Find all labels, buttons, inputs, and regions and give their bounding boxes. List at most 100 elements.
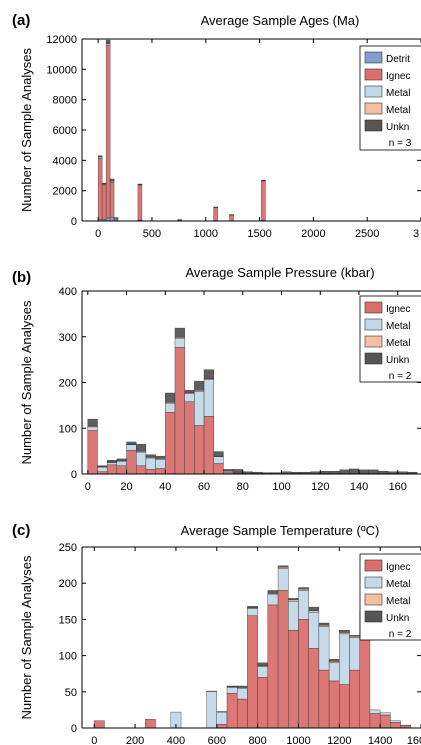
bar (261, 472, 273, 474)
bar (400, 724, 411, 727)
y-axis-label: Number of Sample Analyses (19, 47, 34, 212)
bar (242, 471, 253, 474)
bar (349, 635, 360, 638)
legend-swatch (364, 559, 383, 572)
legend-swatch (364, 85, 383, 98)
chart-title: Average Sample Ages (Ma) (201, 13, 360, 28)
bar (109, 217, 115, 222)
bar (116, 458, 127, 461)
x-tick-label: 200 (126, 735, 144, 745)
bar (116, 465, 127, 475)
bar (308, 611, 320, 649)
y-tick-label: 100 (59, 651, 77, 663)
bar (237, 685, 248, 688)
legend-swatch (364, 119, 383, 132)
bar (288, 630, 299, 729)
y-axis-label: Number of Sample Analyses (19, 300, 34, 465)
bar (145, 454, 156, 458)
bar (106, 462, 118, 466)
bar (339, 632, 350, 635)
bar (194, 390, 205, 426)
bar (257, 677, 269, 729)
y-tick-label: 2000 (53, 186, 77, 198)
panel-label: (c) (12, 522, 30, 539)
legend-note: n = 2 (389, 371, 412, 382)
legend-note: n = 2 (389, 629, 412, 640)
bar (223, 471, 234, 473)
bar (226, 685, 238, 687)
bar (126, 444, 137, 451)
bar (109, 182, 115, 218)
y-tick-label: 0 (71, 469, 77, 481)
legend-label: Unkn (386, 122, 409, 133)
bar (288, 599, 299, 602)
bar (174, 347, 185, 475)
x-tick-label: 1000 (286, 735, 310, 745)
bar (116, 460, 127, 466)
bar (277, 567, 289, 569)
legend-swatch (364, 68, 383, 81)
bar (368, 469, 379, 474)
legend-label: Metal (386, 321, 410, 332)
y-axis-label: Number of Sample Analyses (19, 555, 34, 720)
bar (165, 402, 176, 413)
panel-label: (a) (12, 12, 30, 29)
bar (101, 182, 107, 185)
bar (101, 184, 107, 220)
y-tick-label: 4000 (53, 155, 77, 167)
legend-note: n = 3 (389, 138, 412, 149)
bar (257, 662, 269, 666)
x-tick-label: 800 (248, 735, 266, 745)
bar (216, 724, 228, 729)
x-tick-label: 1500 (247, 228, 271, 240)
bar (237, 698, 248, 729)
bar (213, 451, 224, 457)
bar (203, 369, 214, 380)
x-tick-label: 140 (350, 481, 368, 493)
bar (349, 468, 360, 474)
bar (206, 690, 217, 692)
bar (308, 606, 320, 611)
y-tick-label: 0 (71, 216, 77, 228)
bar (390, 720, 401, 723)
y-tick-label: 12000 (46, 34, 77, 46)
bar (94, 720, 105, 729)
bar (126, 441, 137, 445)
bar (407, 471, 418, 474)
x-tick-label: 0 (85, 481, 91, 493)
bar (203, 416, 214, 475)
bar (136, 451, 147, 466)
legend-swatch (364, 51, 383, 64)
panel-label: (b) (12, 269, 31, 286)
bar (145, 719, 156, 729)
bar (105, 44, 111, 219)
bar (298, 588, 309, 591)
bar (328, 661, 340, 664)
bar (155, 459, 166, 469)
y-tick-label: 6000 (53, 125, 77, 137)
bar (105, 39, 111, 44)
x-tick-label: 160 (389, 481, 407, 493)
panel-1: (a) Average Sample Ages (Ma) Number of Sam… (12, 12, 421, 240)
bar (194, 425, 205, 475)
bar (174, 327, 185, 338)
x-tick-label: 1200 (327, 735, 351, 745)
legend-swatch (364, 318, 383, 331)
bar (184, 390, 195, 393)
panel-3: (c) Average Sample Temperature (ºC) Number… (12, 522, 421, 745)
legend-label: Metal (386, 596, 410, 607)
bar (155, 455, 166, 459)
bar (359, 626, 371, 729)
x-tick-label: 400 (167, 735, 185, 745)
bar (165, 412, 176, 475)
y-tick-label: 200 (59, 378, 77, 390)
bar (277, 590, 289, 729)
x-tick-label: 0 (91, 735, 97, 745)
x-tick-label: 20 (120, 481, 132, 493)
bar (136, 465, 147, 475)
x-tick-label: 0 (95, 228, 101, 240)
bar (97, 155, 103, 157)
legend-swatch (364, 335, 383, 348)
bar (271, 472, 282, 474)
x-tick-label: 100 (272, 481, 290, 493)
